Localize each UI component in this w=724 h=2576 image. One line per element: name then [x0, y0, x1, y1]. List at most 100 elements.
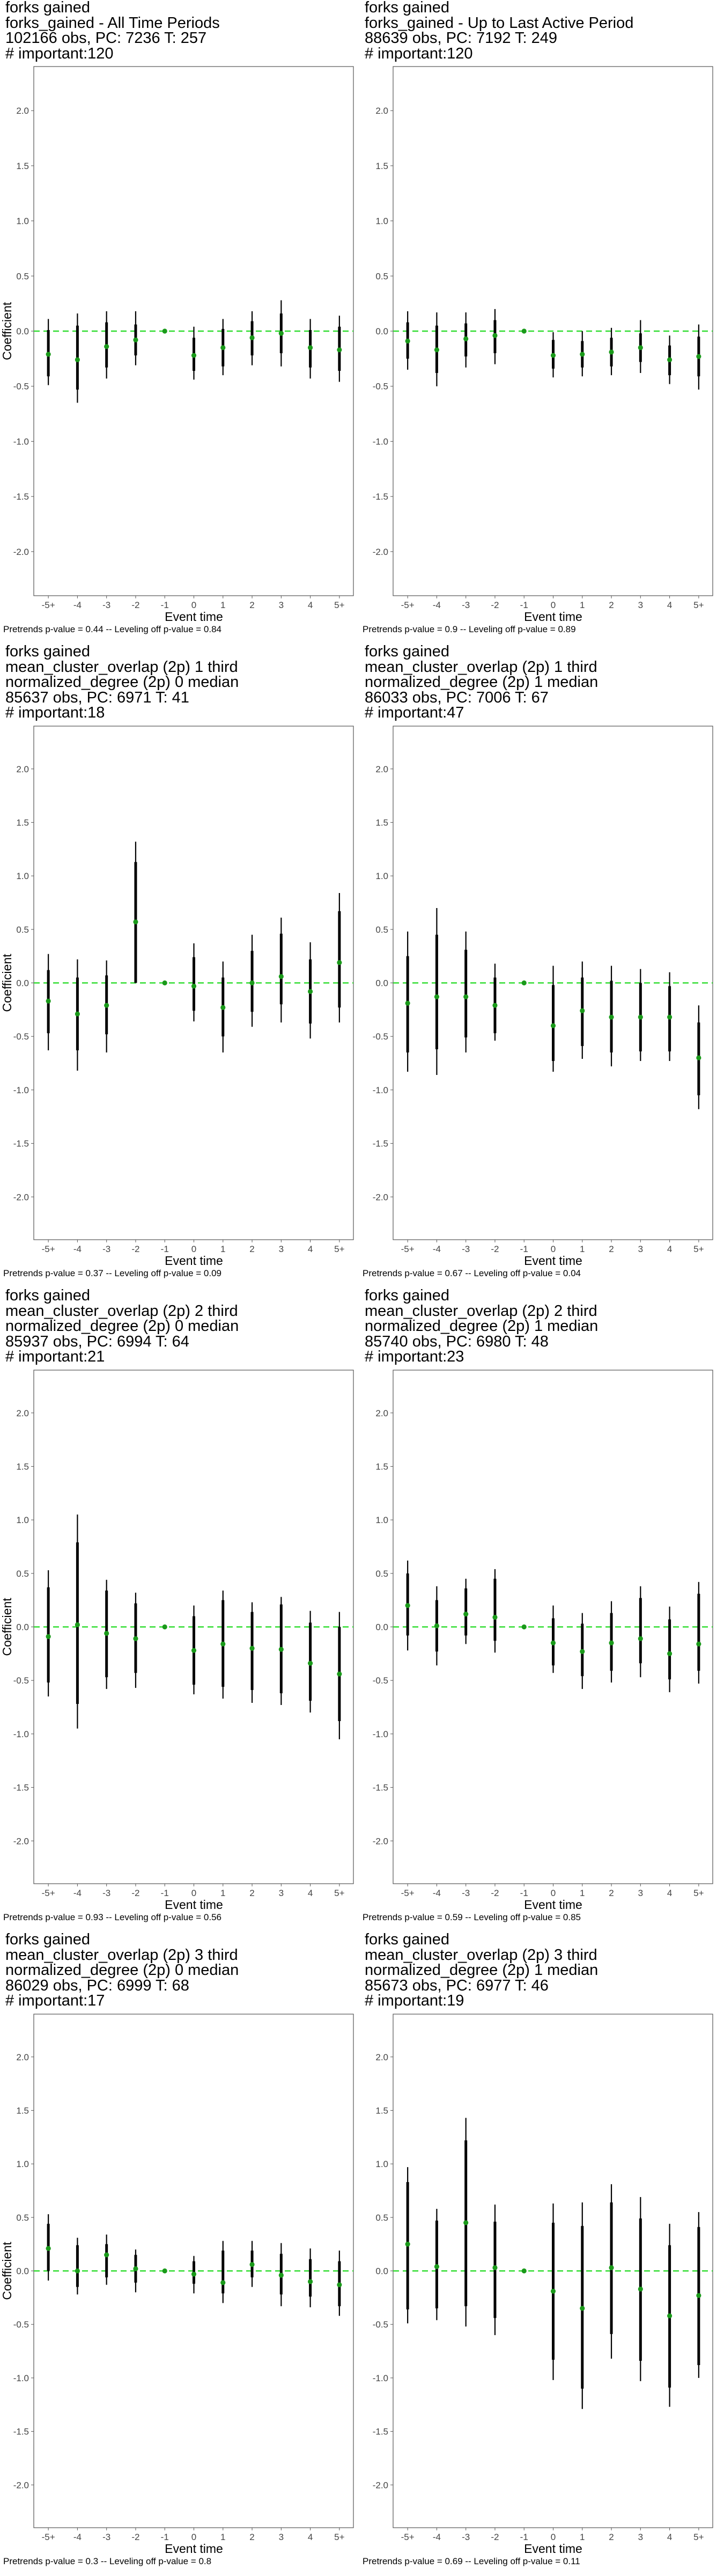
estimate-point — [521, 980, 527, 986]
x-tick-label: -2 — [491, 600, 499, 610]
chart-title-line: 88639 obs, PC: 7192 T: 249 — [365, 30, 558, 47]
x-tick-label: 2 — [249, 600, 254, 610]
x-axis-title: Event time — [165, 2542, 223, 2556]
chart-plot: -2.0 -1.5 -1.0 -0.5 0.0 0.5 1.0 1.5 2.0 -5+ -4 -3 -2… — [0, 1370, 354, 1912]
x-tick-label: 1 — [580, 1888, 585, 1898]
x-tick-label: 1 — [580, 600, 585, 610]
chart-title-line: 102166 obs, PC: 7236 T: 257 — [5, 30, 207, 47]
estimate-point — [550, 2288, 556, 2294]
y-tick-label: -0.5 — [373, 1675, 388, 1686]
y-tick-label: 1.0 — [375, 871, 388, 881]
y-tick-label: -0.5 — [13, 382, 29, 392]
chart-title-line: # important:23 — [365, 1348, 464, 1365]
chart-panel-8: forks gained mean_cluster_overlap (2p) 3 … — [359, 1932, 713, 2571]
x-tick-label: -3 — [102, 1888, 110, 1898]
estimate-point — [191, 1648, 197, 1653]
y-tick-label: -0.5 — [13, 1031, 29, 1042]
estimate-point — [337, 2282, 342, 2288]
y-tick-label: 1.0 — [375, 1515, 388, 1525]
y-tick-label: -1.0 — [373, 1729, 388, 1739]
y-tick-label: 2.0 — [16, 1408, 29, 1418]
x-tick-label: 4 — [667, 2532, 672, 2542]
chart-panel-6: forks gained mean_cluster_overlap (2p) 2 … — [359, 1288, 713, 1927]
x-tick-label: 2 — [249, 2532, 254, 2542]
y-tick-label: -1.0 — [373, 2373, 388, 2383]
chart-panel-1: forks gained forks_gained - All Time Peri… — [0, 0, 354, 639]
x-tick-label: 4 — [308, 2532, 313, 2542]
estimate-point — [162, 2268, 167, 2274]
estimate-point — [278, 2272, 284, 2278]
estimate-point — [405, 338, 410, 344]
chart-plot: -2.0 -1.5 -1.0 -0.5 0.0 0.5 1.0 1.5 2.0 -5+ -4 -3 -2… — [0, 2014, 354, 2556]
estimate-point — [463, 2220, 469, 2226]
estimate-point — [104, 2252, 109, 2258]
chart-title-line: # important:47 — [365, 704, 464, 721]
x-tick-label: 4 — [308, 1244, 313, 1254]
x-tick-label: 4 — [308, 1888, 313, 1898]
chart-title-line: 85740 obs, PC: 6980 T: 48 — [365, 1333, 549, 1350]
x-tick-label: 3 — [279, 600, 284, 610]
x-tick-label: -2 — [131, 2532, 139, 2542]
estimate-point — [667, 357, 673, 363]
estimate-point — [580, 1008, 585, 1013]
y-tick-label: 2.0 — [16, 2052, 29, 2062]
p-value-footnote: Pretrends p-value = 0.67 -- Leveling off… — [363, 1268, 581, 1278]
chart-plot: -2.0 -1.5 -1.0 -0.5 0.0 0.5 1.0 1.5 2.0 -5+ -4 -3 -2… — [0, 66, 354, 624]
chart-title-line: mean_cluster_overlap (2p) 2 third — [365, 1302, 597, 1320]
x-tick-label: -4 — [73, 1888, 82, 1898]
y-tick-label: 1.5 — [16, 1461, 29, 1472]
x-tick-label: -3 — [102, 600, 110, 610]
chart-panel-7: forks gained mean_cluster_overlap (2p) 3 … — [0, 1932, 354, 2571]
y-tick-label: -1.0 — [13, 2373, 29, 2383]
x-tick-label: -5+ — [42, 600, 55, 610]
estimate-point — [191, 2271, 197, 2277]
chart-title-line: normalized_degree (2p) 1 median — [365, 1962, 599, 1979]
x-tick-label: -1 — [520, 2532, 528, 2542]
estimate-point — [133, 2266, 138, 2272]
estimate-point — [75, 357, 80, 363]
estimate-point — [307, 1660, 313, 1666]
x-tick-label: 5+ — [693, 2532, 704, 2542]
chart-title-block: forks gained mean_cluster_overlap (2p) 2 … — [365, 1288, 598, 1365]
y-tick-label: 1.5 — [16, 2105, 29, 2116]
chart-title-line: # important:19 — [365, 1992, 464, 2009]
x-tick-label: 0 — [191, 1888, 196, 1898]
chart-panel-2: forks gained forks_gained - Up to Last Ac… — [359, 0, 713, 639]
p-value-footnote: Pretrends p-value = 0.9 -- Leveling off … — [363, 624, 576, 634]
estimate-point — [638, 1014, 643, 1020]
estimate-point — [434, 994, 440, 1000]
chart-title-line: forks gained — [5, 1931, 90, 1948]
x-tick-label: 2 — [609, 1244, 614, 1254]
estimate-point — [492, 333, 498, 338]
estimate-point — [104, 344, 109, 349]
estimate-point — [492, 2265, 498, 2271]
x-tick-label: -4 — [433, 2532, 441, 2542]
x-tick-label: 1 — [220, 1888, 225, 1898]
y-tick-label: -2.0 — [13, 1192, 29, 1202]
estimate-point — [133, 1636, 138, 1642]
y-tick-label: 2.0 — [16, 106, 29, 116]
y-tick-label: -1.0 — [13, 1729, 29, 1739]
estimate-point — [492, 1002, 498, 1008]
x-tick-label: 5+ — [334, 2532, 344, 2542]
chart-title-line: # important:120 — [365, 45, 473, 62]
chart-title-line: normalized_degree (2p) 1 median — [365, 1318, 599, 1335]
x-tick-label: 5+ — [334, 600, 344, 610]
chart-plot: -2.0 -1.5 -1.0 -0.5 0.0 0.5 1.0 1.5 2.0 -5+ -4 -3 -2… — [373, 1370, 713, 1912]
x-tick-label: -5+ — [401, 1888, 415, 1898]
x-tick-label: 2 — [249, 1888, 254, 1898]
x-tick-label: 1 — [220, 1244, 225, 1254]
estimate-point — [46, 998, 51, 1004]
y-tick-label: 2.0 — [375, 2052, 388, 2062]
x-tick-label: 5+ — [693, 600, 704, 610]
chart-title-line: 85673 obs, PC: 6977 T: 46 — [365, 1977, 549, 1994]
y-tick-label: 1.5 — [16, 161, 29, 171]
x-tick-label: -4 — [433, 1244, 441, 1254]
chart-plot: -2.0 -1.5 -1.0 -0.5 0.0 0.5 1.0 1.5 2.0 -5+ -4 -3 -2… — [373, 66, 713, 624]
estimate-point — [696, 1055, 701, 1060]
y-tick-label: -1.5 — [13, 1783, 29, 1793]
x-tick-label: -5+ — [401, 2532, 415, 2542]
estimate-point — [75, 1622, 80, 1628]
chart-title-line: forks gained — [365, 643, 449, 660]
x-tick-label: -2 — [491, 1888, 499, 1898]
